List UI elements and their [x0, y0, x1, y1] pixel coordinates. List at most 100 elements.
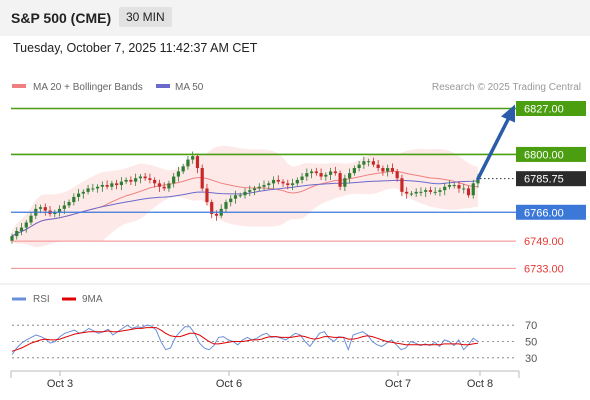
timestamp: Tuesday, October 7, 2025 11:42:37 AM CET [13, 41, 258, 55]
candle-body [305, 173, 309, 177]
candle-body [357, 164, 361, 169]
candle-body [81, 191, 85, 194]
candle-body [181, 166, 185, 172]
candle [91, 183, 95, 192]
candle-body [224, 202, 228, 209]
candle-body [143, 176, 147, 179]
candle [405, 187, 409, 199]
candle-body [409, 193, 414, 195]
candle-body [324, 174, 328, 177]
candle [419, 187, 423, 197]
candle [414, 188, 418, 197]
candle-body [447, 185, 452, 187]
candle [172, 172, 176, 188]
candle-body [115, 183, 119, 186]
candle [86, 184, 90, 195]
candle-body [191, 156, 195, 160]
candle-body [262, 185, 266, 187]
candle [129, 176, 133, 186]
timeframe-badge[interactable]: 30 MIN [119, 7, 172, 27]
candle [319, 168, 323, 180]
candle-body [457, 185, 461, 189]
candle [176, 166, 181, 182]
candle [10, 233, 14, 244]
candle [200, 164, 204, 191]
candle [343, 174, 347, 191]
candle [105, 180, 109, 190]
candle-body [243, 191, 247, 196]
candle-body [371, 161, 375, 165]
candle-body [428, 190, 433, 192]
candle-body [19, 227, 24, 231]
candle-body [91, 188, 95, 190]
candle-body [400, 178, 404, 192]
candle-body [471, 183, 475, 196]
candle-body [57, 208, 62, 213]
candle [110, 180, 114, 191]
candle [386, 164, 390, 177]
rsi-level-label: 30 [525, 353, 537, 365]
candle-body [376, 164, 380, 169]
candle-body [290, 183, 295, 186]
rsi-line [11, 324, 479, 355]
candle [143, 172, 147, 181]
ma20-legend-label: MA 20 + Bollinger Bands [33, 82, 143, 93]
candle [124, 177, 128, 185]
x-axis: Oct 3 Oct 6 Oct 7 Oct 8 [47, 371, 493, 390]
candle [29, 212, 33, 226]
candle-body [333, 171, 337, 174]
candle [233, 190, 238, 204]
candle [333, 166, 337, 176]
candle-body [443, 186, 447, 191]
candle [153, 177, 157, 188]
level-label-box [516, 171, 586, 187]
candle-body [43, 207, 47, 211]
candle [371, 157, 375, 168]
candle-body [214, 213, 219, 216]
candle [328, 167, 333, 180]
trend-arrow-shaft [476, 115, 511, 181]
candle-body [210, 202, 214, 214]
candle-body [295, 179, 299, 184]
candle-body [238, 195, 242, 197]
level-label: 6827.00 [524, 104, 564, 116]
level-label-box [516, 101, 586, 117]
candle [362, 156, 366, 169]
candle [305, 168, 309, 181]
candle [205, 183, 209, 206]
candle [134, 173, 138, 186]
candle-body [100, 185, 104, 187]
candle [267, 180, 271, 190]
candle-body [229, 198, 233, 203]
candle [100, 181, 104, 192]
candle-body [381, 168, 385, 172]
candle-body [134, 178, 138, 182]
trend-arrow-head [501, 104, 515, 123]
chart-header: S&P 500 (CME) 30 MIN [0, 0, 590, 36]
candle-body [386, 168, 390, 172]
candle-body [76, 193, 81, 197]
candle-body [319, 173, 323, 177]
level-label: 6785.75 [524, 174, 564, 186]
rsi-legend-label: RSI [33, 294, 50, 305]
candle-body [124, 179, 128, 182]
candle [81, 189, 85, 199]
candle [167, 180, 171, 192]
candle-body [129, 179, 133, 182]
rsi-ma-legend-label: 9MA [82, 294, 103, 305]
candle-body [452, 185, 456, 187]
candle [290, 178, 295, 191]
candle [115, 179, 119, 190]
candle [119, 177, 123, 191]
candle-body [162, 186, 166, 189]
candle [400, 174, 404, 197]
x-tick-label: Oct 6 [216, 378, 242, 390]
candle [457, 181, 461, 193]
candle [67, 199, 71, 209]
candle [276, 175, 280, 185]
candle [286, 179, 290, 190]
candle-body [419, 191, 423, 193]
candle-body [286, 183, 290, 186]
rsi-level-label: 50 [525, 337, 537, 349]
